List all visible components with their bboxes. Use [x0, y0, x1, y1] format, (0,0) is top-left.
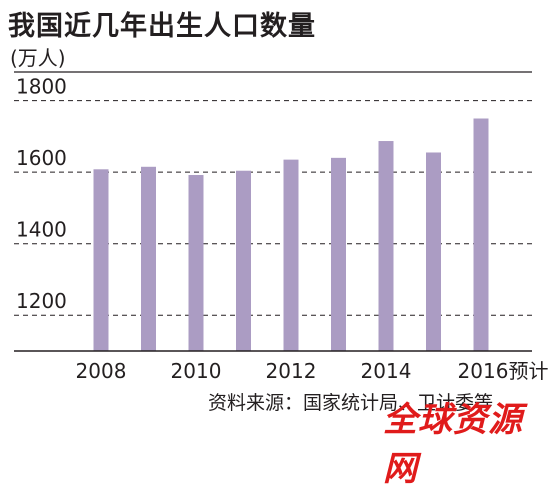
x-tick-label: 2016预计 [458, 359, 549, 383]
bar [188, 175, 204, 351]
source-note: 资料来源：国家统计局、卫计委等 [208, 392, 494, 414]
bar [331, 157, 346, 351]
bar-chart: 1200 1400 1600 1800 2008 2010 2012 2014 2016预计 [14, 71, 549, 383]
x-tick-label: 2012 [266, 359, 317, 383]
bar [93, 169, 109, 351]
y-tick-label: 1600 [16, 146, 67, 170]
x-tick-label: 2010 [171, 359, 222, 383]
bar [473, 118, 489, 351]
y-axis-unit-label: (万人) [10, 46, 66, 70]
bar [141, 166, 156, 351]
site-watermark: 全球资源网 [383, 400, 523, 489]
chart-title: 我国近几年出生人口数量 [8, 11, 316, 42]
y-tick-label: 1400 [16, 218, 67, 242]
x-tick-label: 2014 [361, 359, 412, 383]
bar [426, 152, 441, 351]
bar [378, 141, 394, 351]
bar [283, 159, 299, 351]
y-tick-label: 1800 [16, 75, 67, 99]
y-tick-label: 1200 [16, 289, 67, 313]
x-tick-label: 2008 [76, 359, 127, 383]
bar [236, 170, 251, 351]
